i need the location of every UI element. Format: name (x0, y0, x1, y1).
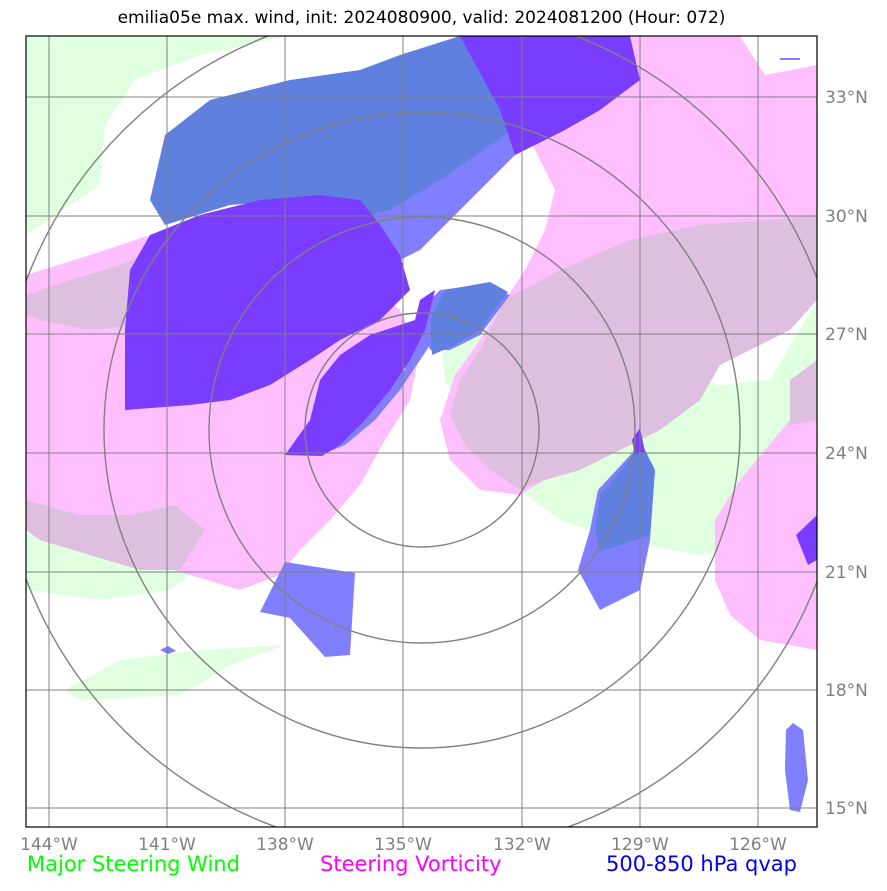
lat-tick-label: 33°N (825, 88, 868, 108)
legend-steering-vorticity: Steering Vorticity (320, 852, 502, 876)
range-ring-3 (103, 111, 741, 749)
legend-qvap: 500-850 hPa qvap (606, 852, 797, 876)
lat-tick-label: 24°N (825, 444, 868, 464)
lon-tick-label: 132°W (493, 835, 551, 855)
map-gridlines (26, 36, 817, 827)
lon-tick-label: 141°W (138, 835, 196, 855)
lat-tick-label: 21°N (825, 563, 868, 583)
lon-tick-label: 129°W (611, 835, 669, 855)
range-rings (26, 36, 817, 827)
lat-tick-label: 30°N (825, 207, 868, 227)
lat-tick-label: 15°N (825, 799, 868, 819)
range-ring-1 (304, 312, 540, 548)
map-title: emilia05e max. wind, init: 2024080900, v… (117, 8, 726, 28)
qvap-dark-region (125, 36, 817, 565)
lon-tick-label: 126°W (729, 835, 787, 855)
range-ring-2 (208, 216, 636, 644)
map-frame (25, 35, 818, 828)
lat-tick-label: 27°N (825, 325, 868, 345)
lat-tick-label: 18°N (825, 681, 868, 701)
lon-tick-label: 138°W (256, 835, 314, 855)
lon-tick-label: 144°W (20, 835, 78, 855)
lon-tick-label: 135°W (374, 835, 432, 855)
lat-ticks: 33°N 30°N 27°N 24°N 21°N 18°N 15°N (825, 88, 868, 819)
map-fields (26, 36, 817, 827)
legend-steering-wind: Major Steering Wind (27, 852, 240, 876)
lon-ticks: 144°W 141°W 138°W 135°W 132°W 129°W 126°… (20, 835, 787, 855)
